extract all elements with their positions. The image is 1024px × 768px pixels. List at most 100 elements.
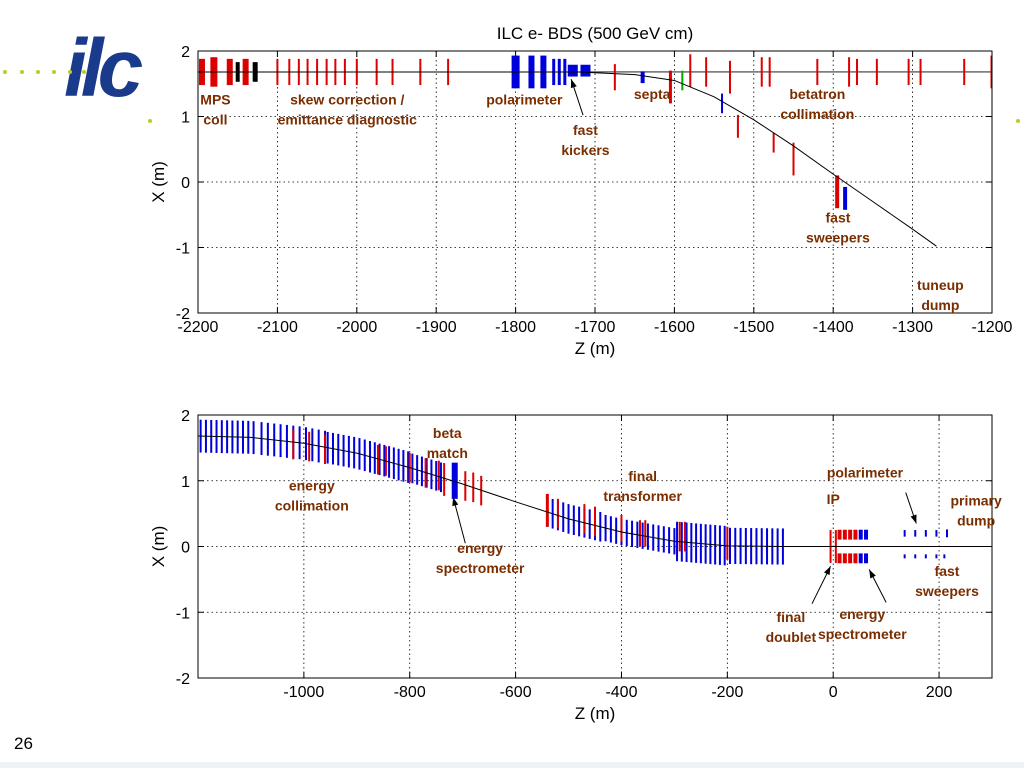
bottom-chart-annotation: energy collimation (275, 478, 349, 514)
bottom-chart-element (638, 520, 641, 547)
bottom-chart-annotation: primary dump (950, 493, 1002, 529)
bottom-chart-annotation: energy spectrometer (818, 606, 907, 642)
bottom-chart-xtick-label: -200 (711, 684, 743, 701)
bottom-chart-xtick-label: -600 (500, 684, 532, 701)
top-chart-element (772, 132, 775, 153)
bottom-chart-annotation: polarimeter (827, 464, 904, 480)
top-chart-ylabel: X (m) (149, 161, 168, 203)
bottom-chart-element (583, 504, 586, 534)
bottom-chart-element (858, 529, 863, 540)
top-chart-element (848, 57, 851, 87)
top-chart-element (681, 70, 684, 91)
bottom-chart-element (914, 530, 917, 537)
bottom-chart-element (837, 529, 842, 540)
bottom-chart-element (556, 498, 559, 529)
top-chart-axes-frame (197, 50, 993, 314)
bottom-chart-xtick-label: 0 (829, 684, 838, 701)
bottom-chart-element (594, 506, 596, 537)
logo-dots-decoration (3, 70, 1020, 123)
top-chart-element (567, 64, 578, 77)
logo-dot (3, 70, 7, 74)
top-chart-element (689, 54, 692, 88)
bottom-chart-element (437, 460, 440, 491)
logo-dot (68, 70, 72, 74)
top-chart-element (613, 64, 616, 91)
top-chart-xtick-label: -1800 (495, 319, 536, 336)
ilc-logo: ilc (60, 12, 150, 114)
bottom-chart-arrowhead (452, 497, 459, 507)
top-chart-annotation: MPS coll (200, 92, 230, 128)
top-chart-xtick-label: -1600 (654, 319, 695, 336)
top-chart-xtick-label: -1200 (972, 319, 1013, 336)
bottom-chart-beamline (198, 435, 992, 547)
bottom-chart-element (678, 521, 681, 552)
bottom-chart-element (726, 526, 729, 560)
top-chart-element (963, 58, 966, 86)
top-chart-xtick-label: -1700 (575, 319, 616, 336)
top-chart-ytick-label: 2 (181, 44, 190, 61)
top-chart-xtick-label: -2100 (257, 319, 298, 336)
bottom-chart-element (943, 554, 946, 559)
top-chart-ytick-label: -2 (176, 306, 190, 323)
bottom-chart-element (308, 431, 311, 462)
top-chart-element (792, 142, 795, 176)
bottom-chart-xtick-label: -800 (394, 684, 426, 701)
top-chart-element (919, 58, 922, 86)
chart-top: ILC e- BDS (500 GeV cm) -2200 -2100 -2000 -1… (149, 24, 1013, 358)
top-chart-annotation: polarimeter (486, 92, 563, 108)
top-chart-title: ILC e- BDS (500 GeV cm) (497, 24, 694, 43)
top-chart-annotation: septa (634, 86, 671, 102)
bottom-chart-element (924, 554, 927, 559)
top-chart-xtick-label: -2200 (178, 319, 219, 336)
bottom-chart-element (864, 553, 869, 564)
top-chart-annotation: fast sweepers (806, 210, 870, 246)
top-chart-element (907, 58, 910, 86)
top-chart-xtick-label: -1500 (733, 319, 774, 336)
top-chart-element (835, 175, 840, 209)
bottom-chart-element (683, 521, 686, 552)
bottom-chart-annotation: final doublet (766, 609, 817, 645)
logo-dot (52, 70, 56, 74)
top-chart-annotation: skew correction / emittance diagnostic (278, 92, 417, 128)
bottom-chart-element (914, 554, 917, 559)
top-chart-ytick-label: 0 (181, 175, 190, 192)
bottom-chart-element (864, 529, 869, 540)
bottom-chart-element (451, 462, 458, 499)
bottom-chart-element (837, 553, 842, 564)
top-chart-element (721, 93, 724, 114)
bottom-chart-arrowhead (910, 514, 917, 524)
bottom-chart-plot-area (198, 419, 992, 566)
top-chart-element (768, 57, 771, 87)
bottom-chart-annotation: IP (827, 491, 840, 507)
bottom-chart-arrowhead (869, 569, 876, 579)
bottom-chart-element (545, 493, 549, 527)
top-chart-element (760, 57, 763, 87)
bottom-chart-ytick-label: -2 (176, 671, 190, 688)
bottom-chart-element (620, 514, 623, 542)
bottom-chart-element (376, 444, 379, 475)
ilc-logo-graphic: ilc (64, 23, 149, 114)
bottom-chart-element (848, 553, 853, 564)
top-chart-xtick-label: -1400 (813, 319, 854, 336)
top-chart-element (640, 71, 645, 84)
logo-dot (82, 70, 86, 74)
top-chart-xtick-label: -2000 (336, 319, 377, 336)
bottom-chart-element (946, 529, 949, 538)
bottom-chart-annotation: final transformer (603, 468, 682, 504)
top-chart-element (856, 58, 859, 86)
logo-dot (20, 70, 24, 74)
top-chart-element (843, 186, 848, 210)
bottom-chart-arrowhead (824, 566, 831, 576)
top-chart-element (816, 58, 819, 86)
bottom-chart-annotation: energy spectrometer (436, 540, 525, 576)
bottom-chart-ylabel: X (m) (149, 526, 168, 568)
bottom-chart-element (324, 434, 327, 464)
bottom-chart-annotation: beta match (427, 425, 468, 461)
top-chart-element (580, 64, 591, 77)
top-chart-xtick-label: -1900 (416, 319, 457, 336)
bottom-chart-annotation: fast sweepers (915, 563, 979, 599)
bottom-chart-xlabel: Z (m) (575, 704, 616, 723)
top-chart-beamline (198, 71, 937, 247)
bottom-chart-element (842, 529, 847, 540)
